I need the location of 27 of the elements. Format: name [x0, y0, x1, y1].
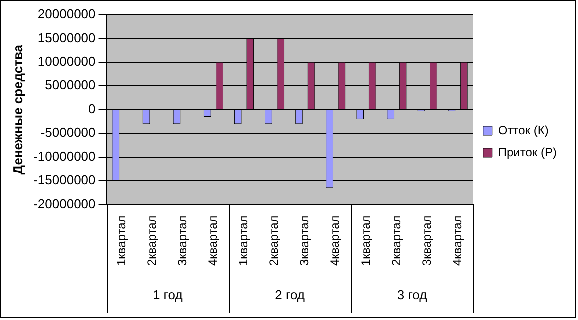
y-tick-label: 0: [88, 101, 96, 116]
x-tick-label: 1квартал: [236, 216, 251, 266]
x-tick-label: 1квартал: [114, 216, 128, 266]
y-tick-label: -10000000: [34, 148, 96, 164]
y-tick-label: -20000000: [34, 196, 96, 212]
x-tick-label: 4квартал: [328, 216, 342, 266]
y-tick-label: -15000000: [34, 172, 96, 188]
y-tick-label: 15000000: [38, 30, 96, 46]
x-tick-label: 2квартал: [144, 216, 159, 266]
legend-label: Отток (К): [498, 123, 549, 138]
text: 2 год: [275, 288, 306, 303]
y-tick-label: -5000000: [40, 125, 96, 140]
legend-label: Приток (Р): [498, 145, 558, 160]
x-tick-label: 3квартал: [175, 216, 190, 266]
y-axis-title: Денежные средства: [10, 44, 26, 175]
x-tick-label: 3квартал: [420, 216, 434, 266]
x-tick-label: 1квартал: [358, 216, 373, 266]
text: 3 год: [397, 288, 428, 303]
text: 1 год: [152, 288, 184, 303]
y-tick-label: 5000000: [45, 78, 96, 93]
x-tick-label: 2квартал: [267, 216, 282, 266]
x-tick-label: 2квартал: [389, 216, 404, 266]
x-tick-label: 4квартал: [450, 216, 464, 266]
y-tick-label: 10000000: [38, 54, 96, 70]
y-tick-label: 20000000: [38, 6, 96, 22]
x-tick-label: 3квартал: [298, 216, 312, 266]
x-tick-label: 4квартал: [206, 216, 220, 266]
